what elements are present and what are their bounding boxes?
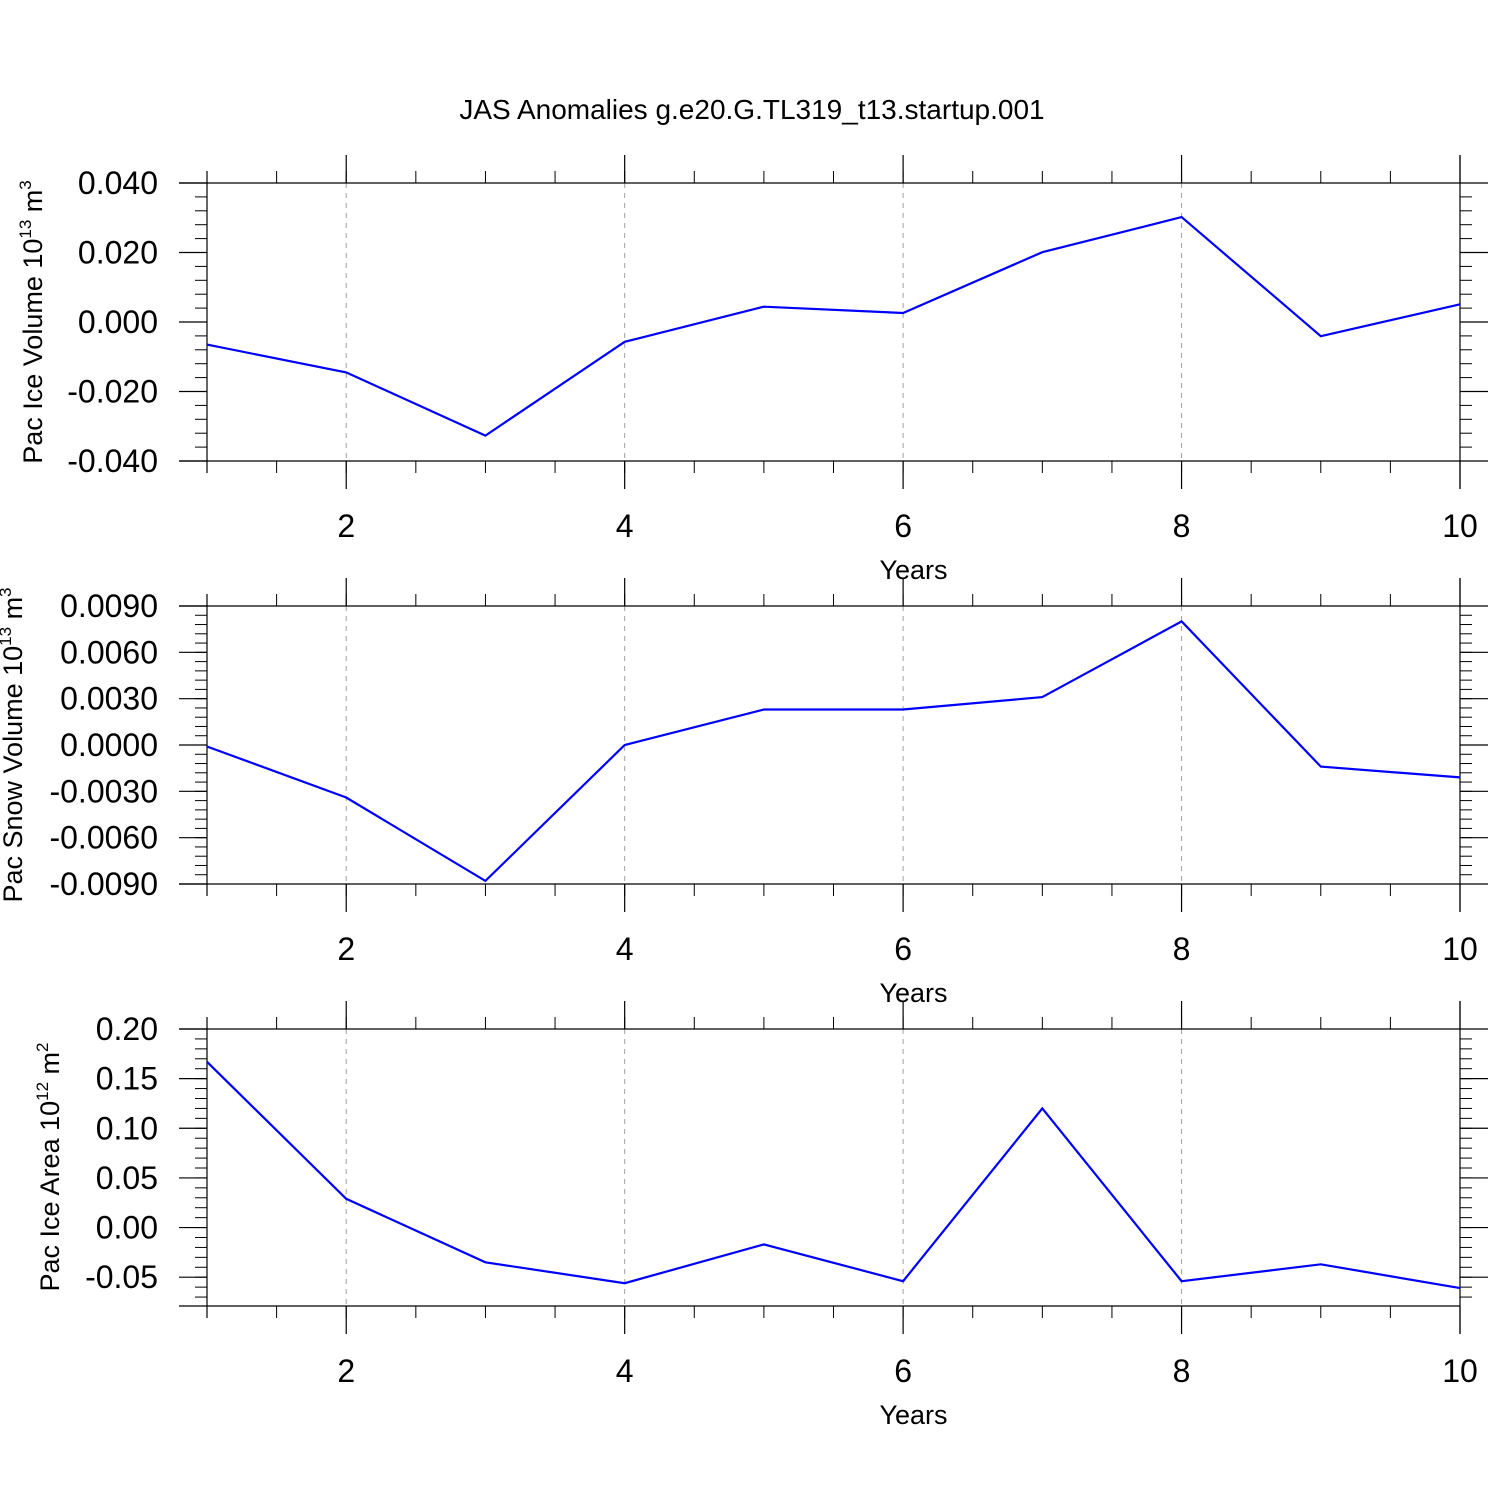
x-tick-label: 2 bbox=[337, 1353, 355, 1389]
chart-panel-3: 2 4 6 8 10 -0.05 0.00 0.05 0.10 0.15 0.20 Years Pac … bbox=[33, 1001, 1488, 1430]
x-axis-title: Years bbox=[879, 555, 947, 585]
x-tick-label: 2 bbox=[337, 931, 355, 967]
series-line-3 bbox=[207, 1062, 1460, 1288]
y-tick-label: 0.20 bbox=[96, 1011, 158, 1047]
y-tick-label: 0.020 bbox=[78, 235, 158, 271]
y-tick-label: -0.05 bbox=[85, 1259, 158, 1295]
y-axis-title: Pac Ice Area 1012 m2 bbox=[33, 1042, 65, 1291]
x-tick-label: 8 bbox=[1173, 931, 1191, 967]
x-tick-label: 6 bbox=[894, 508, 912, 544]
x-tick-label: 8 bbox=[1173, 508, 1191, 544]
y-tick-label: 0.040 bbox=[78, 165, 158, 201]
x-tick-label: 10 bbox=[1442, 508, 1478, 544]
x-tick-label: 6 bbox=[894, 931, 912, 967]
series-line-1 bbox=[207, 217, 1460, 436]
x-tick-label: 10 bbox=[1442, 1353, 1478, 1389]
chart-panel-1: 2 4 6 8 10 -0.040 -0.020 0.000 0.020 0.040 Years Pa… bbox=[16, 155, 1488, 585]
y-tick-label: 0.0090 bbox=[60, 588, 158, 624]
x-tick-label: 10 bbox=[1442, 931, 1478, 967]
x-tick-label: 4 bbox=[616, 508, 634, 544]
x-tick-label: 2 bbox=[337, 508, 355, 544]
y-tick-label: 0.0060 bbox=[60, 634, 158, 670]
y-tick-label: 0.10 bbox=[96, 1110, 158, 1146]
figure-title: JAS Anomalies g.e20.G.TL319_t13.startup.… bbox=[459, 94, 1044, 125]
y-tick-label: 0.0030 bbox=[60, 681, 158, 717]
x-axis-title: Years bbox=[879, 1400, 947, 1430]
y-axis-title: Pac Snow Volume 1013 m3 bbox=[0, 587, 28, 902]
y-tick-label: 0.0000 bbox=[60, 727, 158, 763]
y-tick-label: -0.0030 bbox=[49, 773, 158, 809]
y-axis-title: Pac Ice Volume 1013 m3 bbox=[16, 180, 48, 464]
y-tick-label: -0.040 bbox=[67, 443, 158, 479]
y-tick-label: -0.020 bbox=[67, 374, 158, 410]
y-tick-label: 0.15 bbox=[96, 1061, 158, 1097]
y-tick-label: 0.000 bbox=[78, 304, 158, 340]
x-tick-label: 4 bbox=[616, 1353, 634, 1389]
series-line-2 bbox=[207, 621, 1460, 881]
chart-panel-2: 2 4 6 8 10 -0.0090 -0.0060 -0.0030 0.0000 0.0030 0… bbox=[0, 578, 1488, 1008]
x-tick-label: 6 bbox=[894, 1353, 912, 1389]
x-tick-label: 4 bbox=[616, 931, 634, 967]
x-axis-title: Years bbox=[879, 978, 947, 1008]
y-tick-label: -0.0090 bbox=[49, 866, 158, 902]
y-tick-label: 0.00 bbox=[96, 1210, 158, 1246]
y-tick-label: 0.05 bbox=[96, 1160, 158, 1196]
y-tick-label: -0.0060 bbox=[49, 820, 158, 856]
x-tick-label: 8 bbox=[1173, 1353, 1191, 1389]
